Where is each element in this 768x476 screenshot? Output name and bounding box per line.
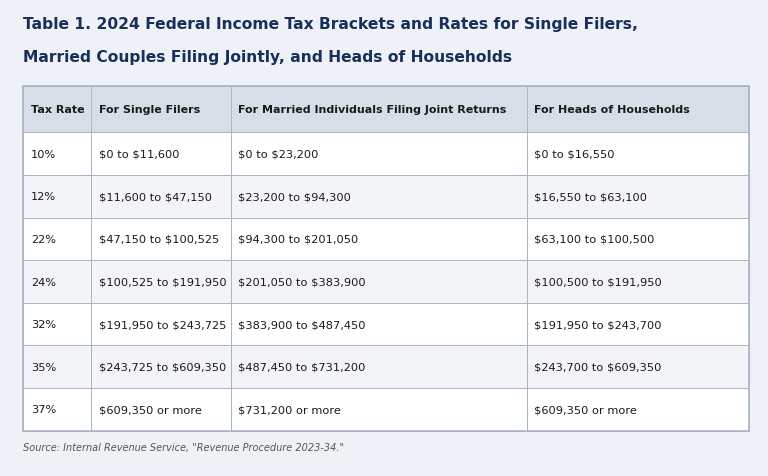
Text: For Married Individuals Filing Joint Returns: For Married Individuals Filing Joint Ret… <box>238 105 507 115</box>
Text: \$94,300 to \$201,050: \$94,300 to \$201,050 <box>238 234 359 244</box>
Text: 10%: 10% <box>31 149 56 159</box>
Text: 35%: 35% <box>31 362 56 372</box>
Text: Table 1. 2024 Federal Income Tax Brackets and Rates for Single Filers,: Table 1. 2024 Federal Income Tax Bracket… <box>23 17 638 31</box>
Text: \$191,950 to \$243,725: \$191,950 to \$243,725 <box>99 319 227 329</box>
Text: 12%: 12% <box>31 192 56 202</box>
Text: 32%: 32% <box>31 319 56 329</box>
Text: \$100,500 to \$191,950: \$100,500 to \$191,950 <box>535 277 662 287</box>
Text: \$383,900 to \$487,450: \$383,900 to \$487,450 <box>238 319 366 329</box>
Text: \$23,200 to \$94,300: \$23,200 to \$94,300 <box>238 192 351 202</box>
Text: 37%: 37% <box>31 405 56 415</box>
Text: For Heads of Households: For Heads of Households <box>535 105 690 115</box>
Text: \$63,100 to \$100,500: \$63,100 to \$100,500 <box>535 234 655 244</box>
Text: \$487,450 to \$731,200: \$487,450 to \$731,200 <box>238 362 366 372</box>
Text: \$609,350 or more: \$609,350 or more <box>99 405 202 415</box>
Text: \$243,700 to \$609,350: \$243,700 to \$609,350 <box>535 362 662 372</box>
Text: \$16,550 to \$63,100: \$16,550 to \$63,100 <box>535 192 647 202</box>
Text: \$0 to \$16,550: \$0 to \$16,550 <box>535 149 615 159</box>
Text: \$100,525 to \$191,950: \$100,525 to \$191,950 <box>99 277 227 287</box>
Text: \$0 to \$23,200: \$0 to \$23,200 <box>238 149 319 159</box>
Text: For Single Filers: For Single Filers <box>99 105 200 115</box>
Text: \$191,950 to \$243,700: \$191,950 to \$243,700 <box>535 319 662 329</box>
Text: Married Couples Filing Jointly, and Heads of Households: Married Couples Filing Jointly, and Head… <box>23 50 512 65</box>
Text: \$243,725 to \$609,350: \$243,725 to \$609,350 <box>99 362 227 372</box>
Text: \$609,350 or more: \$609,350 or more <box>535 405 637 415</box>
Text: Source: Internal Revenue Service, "Revenue Procedure 2023-34.": Source: Internal Revenue Service, "Reven… <box>23 442 344 452</box>
Text: \$11,600 to \$47,150: \$11,600 to \$47,150 <box>99 192 212 202</box>
Text: 22%: 22% <box>31 234 56 244</box>
Text: Tax Rate: Tax Rate <box>31 105 84 115</box>
Text: \$0 to \$11,600: \$0 to \$11,600 <box>99 149 180 159</box>
Text: \$47,150 to \$100,525: \$47,150 to \$100,525 <box>99 234 219 244</box>
Text: \$731,200 or more: \$731,200 or more <box>238 405 341 415</box>
Text: \$201,050 to \$383,900: \$201,050 to \$383,900 <box>238 277 366 287</box>
Text: 24%: 24% <box>31 277 56 287</box>
